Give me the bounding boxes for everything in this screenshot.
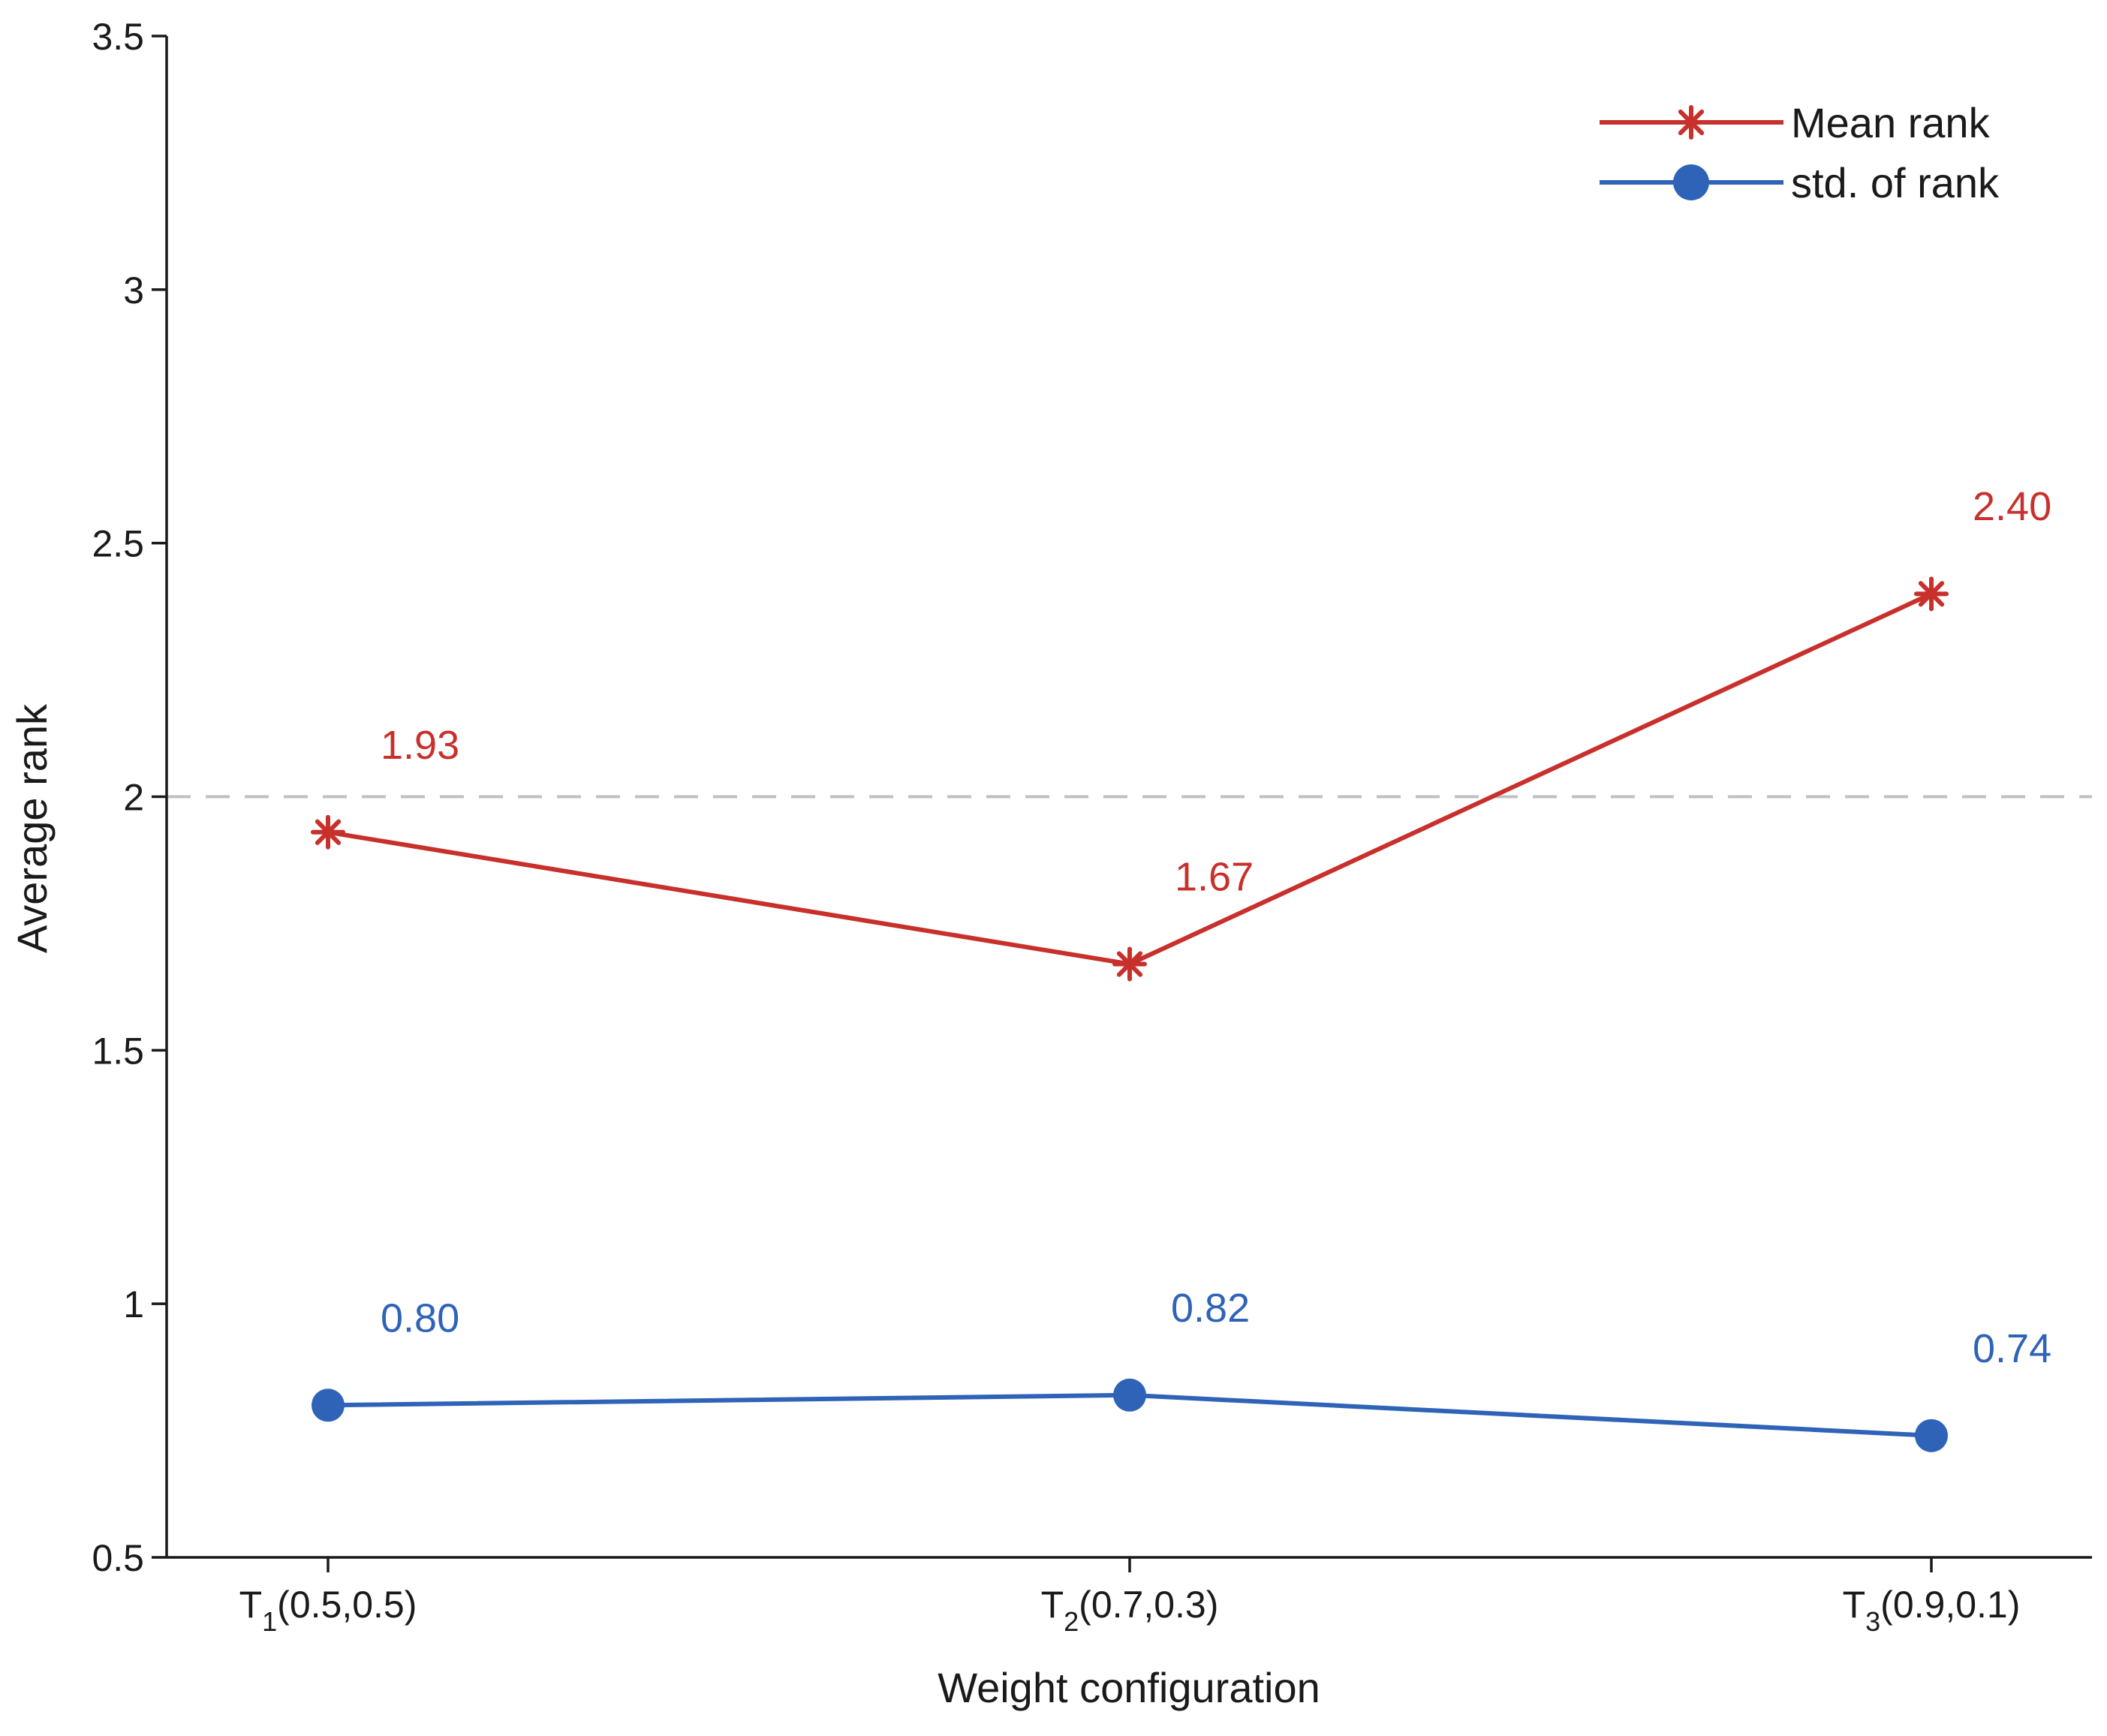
point-std-of-rank [1915,1419,1948,1452]
y-tick-label: 0.5 [92,1537,144,1579]
legend: Mean rank std. of rank [1600,99,2000,206]
axis-titles: Average rank Weight configuration [8,703,1320,1711]
legend-item-std-of-rank: std. of rank [1600,159,2000,206]
legend-marker-std-of-rank [1673,164,1709,200]
data-label-std-of-rank: 0.82 [1171,1286,1250,1331]
x-axis-title: Weight configuration [938,1664,1320,1711]
asterisk-stroke [1678,109,1705,136]
series-line-mean-rank [327,591,1933,967]
series-layer [311,576,1949,1452]
legend-label-mean-rank: Mean rank [1791,99,1991,146]
y-tick-label: 3 [123,269,144,311]
data-label-std-of-rank: 0.80 [381,1295,459,1340]
x-tick-label: T2(0.7,0.3) [1041,1584,1219,1637]
point-std-of-rank [312,1388,345,1422]
y-axis-title: Average rank [8,703,56,953]
y-tick-label: 2 [123,777,144,819]
point-mean-rank [1914,576,1949,612]
data-label-std-of-rank: 0.74 [1973,1326,2051,1371]
data-label-mean-rank: 1.67 [1175,854,1254,899]
y-tick-label: 3.5 [92,16,144,58]
point-mean-rank [1112,946,1147,982]
legend-label-std-of-rank: std. of rank [1791,159,2000,206]
x-tick-label: T3(0.9,0.1) [1843,1584,2021,1637]
asterisk-stroke [1918,581,1945,607]
point-mean-rank [311,814,345,850]
y-tick-label: 2.5 [92,523,144,565]
data-labels: 1.93 1.67 2.40 0.80 0.82 0.74 [381,484,2051,1371]
asterisk-stroke [315,819,342,845]
legend-marker-mean-rank [1674,105,1708,140]
asterisk-stroke [1116,951,1143,977]
data-label-mean-rank: 2.40 [1973,484,2051,529]
legend-item-mean-rank: Mean rank [1600,99,1991,146]
x-tick-label: T1(0.5,0.5) [239,1584,417,1637]
point-std-of-rank [1113,1378,1146,1412]
y-tick-label: 1.5 [92,1030,144,1072]
data-label-mean-rank: 1.93 [381,723,459,768]
y-tick-label: 1 [123,1283,144,1325]
axes: 0.5 1 1.5 2 2.5 3 3.5 T1(0.5,0.5) T2(0.7,0.3) T3(… [92,16,2092,1637]
